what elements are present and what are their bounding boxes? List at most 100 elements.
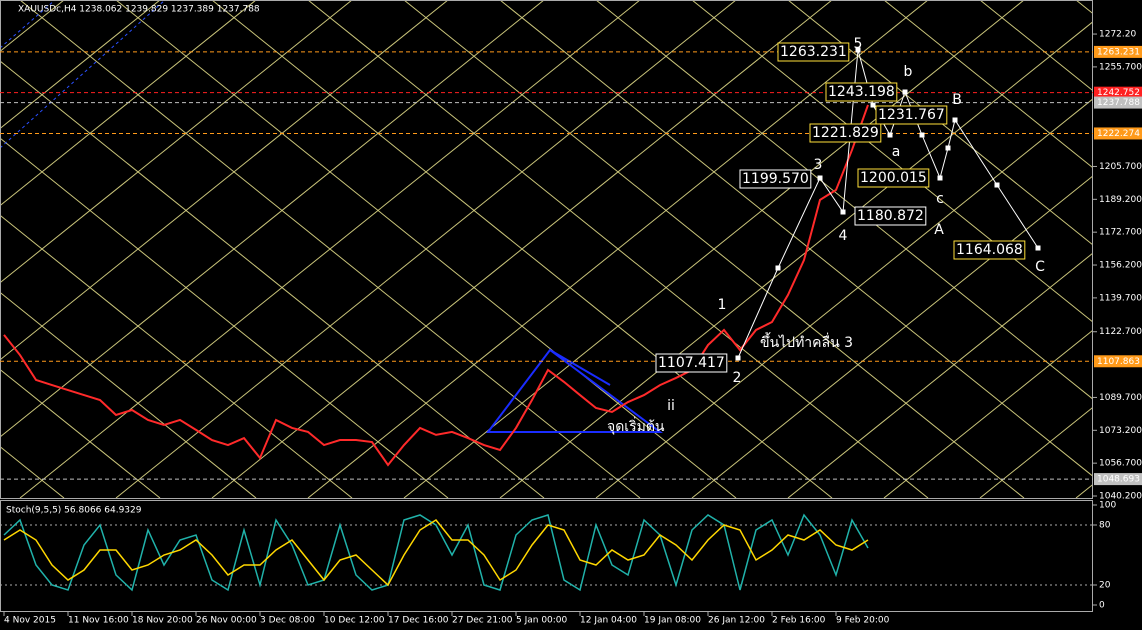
stoch-title: Stoch(9,5,5) 56.8066 64.9329 [6,506,142,516]
y-tick-label: 80 [1099,521,1111,531]
level-label: 1263.231 [1097,47,1140,57]
y-tick-label: 0 [1099,601,1105,611]
blue-lines [0,0,664,433]
price-box: 1200.015 [860,170,927,186]
level-label-bg [1094,45,1142,58]
price-box-frame [777,42,850,62]
y-tick-label: 1040.200 [1099,492,1142,502]
x-tick-label: 19 Jan 08:00 [644,616,701,626]
wave-label: ขึ้นไปทำคลื่น 3 [760,332,853,351]
x-tick-label: 10 Dec 12:00 [324,616,385,626]
triangle [485,348,664,433]
projection-point [994,182,1000,188]
gann-line [19,0,641,498]
level-label-bg [1094,96,1142,109]
level-label-bg [1094,86,1142,99]
projection-point [945,145,951,151]
x-tick-label: 2 Feb 16:00 [772,616,826,626]
wave-label: 5 [854,36,863,52]
projection-point [937,175,943,181]
wave-label: ii [667,398,675,414]
triangle-line [549,349,611,386]
gann-line [403,0,1025,498]
wave-label: B [952,92,962,108]
level-label: 1222.274 [1097,129,1140,139]
projection-point [887,132,893,138]
wave-label: b [904,64,913,80]
y-tick-label: 1205.700 [1099,162,1142,172]
price-box-frame [655,353,728,373]
y-tick-label: 1255.700 [1099,62,1142,72]
level-label: 1242.752 [1097,88,1140,98]
gann-line [0,0,449,361]
price-box: 1231.767 [878,107,945,123]
y-tick-label: 1089.700 [1099,393,1142,403]
y-tick-label: 1189.200 [1099,195,1142,205]
price-box: 1263.231 [780,44,847,60]
y-tick-label: 1122.700 [1099,327,1142,337]
price-box: 1199.570 [742,171,809,187]
level-label: 1107.863 [1097,357,1140,367]
projection-point [919,132,925,138]
projection-point [817,175,823,181]
gann-line [0,0,353,284]
gann-grid [0,0,1093,498]
price-box: 1243.198 [828,84,895,100]
y-tick-label: 1056.700 [1099,459,1142,469]
gann-line [979,0,1093,92]
wave-label: c [936,191,944,207]
y-tick-label: 1139.700 [1099,293,1142,303]
y-tick-label: 1172.700 [1099,228,1142,238]
wave-label: a [892,144,901,160]
main-frame [0,0,1093,499]
projection-point [952,117,958,123]
wave-label: 2 [733,370,742,386]
wave-label: 1 [718,297,727,313]
price-box-frame [953,240,1026,260]
projection-point [855,47,861,53]
y-tick-label: 1156.200 [1099,261,1142,271]
y-tick-label: 20 [1099,581,1111,591]
gann-line [883,329,1093,498]
x-tick-label: 11 Nov 16:00 [68,616,129,626]
sub-frame [0,500,1093,612]
price-box: 1221.829 [812,125,879,141]
trend-line [0,0,56,49]
x-tick-label: 3 Dec 08:00 [260,616,315,626]
x-tick-label: 12 Jan 04:00 [580,616,637,626]
level-label-bg [1094,355,1142,368]
x-tick-label: 4 Nov 2015 [4,616,56,626]
gann-line [307,0,929,498]
x-tick-label: 9 Feb 20:00 [836,616,890,626]
level-label: 1237.788 [1097,98,1140,108]
price-box: 1107.417 [658,355,725,371]
x-tick-label: 18 Nov 20:00 [132,616,193,626]
price-box-frame [854,206,927,226]
gann-line [0,291,257,498]
y-tick-label: 1073.200 [1099,426,1142,436]
x-tick-label: 26 Nov 00:00 [196,616,257,626]
price-box-frame [809,123,882,143]
gann-line [0,368,161,498]
price-box-frame [825,82,898,102]
main-title: XAUUSDc,H4 1238.062 1239.829 1237.389 12… [18,5,260,15]
level-label-bg [1094,127,1142,140]
x-tick-label: 26 Jan 12:00 [708,616,765,626]
wave-label: 4 [839,228,848,244]
price-box: 1164.068 [956,242,1023,258]
gann-line [499,21,1093,498]
wave-label: จุดเริ่มต้น [607,417,665,435]
projection-point [735,355,741,361]
stoch-line [3,519,869,587]
level-label: 1048.693 [1097,475,1140,485]
trend-line [0,0,166,149]
gann-line [211,0,833,498]
gann-line [595,98,1093,498]
projection-point [840,209,846,215]
price-box: 1180.872 [857,208,924,224]
x-tick-label: 5 Jan 00:00 [516,616,568,626]
x-tick-label: 17 Dec 16:00 [388,616,449,626]
